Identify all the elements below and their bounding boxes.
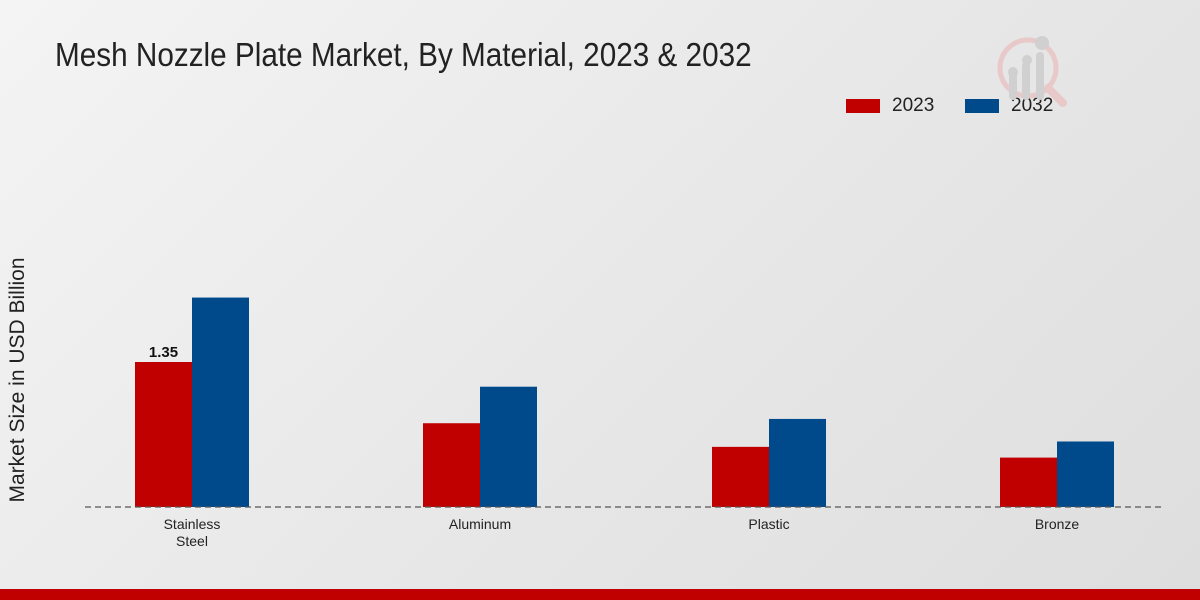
legend-item-2023: 2023 xyxy=(846,95,934,117)
bar-2032-stainless-steel xyxy=(192,297,249,507)
bar-2032-aluminum xyxy=(480,386,537,507)
legend-label: 2023 xyxy=(892,95,935,116)
bar-2032-bronze xyxy=(1057,441,1114,507)
data-label: 1.35 xyxy=(149,344,178,361)
footer-accent-bar xyxy=(0,589,1200,600)
legend-swatch-2032 xyxy=(965,99,999,113)
x-tick-label: Stainless xyxy=(164,516,221,532)
legend-label: 2032 xyxy=(1011,95,1054,116)
x-tick-label: Aluminum xyxy=(449,516,511,532)
bar-2023-bronze xyxy=(1000,457,1057,507)
bar-2023-plastic xyxy=(712,446,769,507)
legend-swatch-2023 xyxy=(846,99,880,113)
bar-2023-stainless-steel xyxy=(135,362,192,507)
x-tick-label: Bronze xyxy=(1035,516,1080,532)
x-tick-label: Steel xyxy=(176,533,208,549)
bar-2023-aluminum xyxy=(423,423,480,507)
chart-title: Mesh Nozzle Plate Market, By Material, 2… xyxy=(55,36,752,73)
legend-item-2032: 2032 xyxy=(965,95,1053,117)
x-tick-label: Plastic xyxy=(748,516,789,532)
bar-2032-plastic xyxy=(769,418,826,507)
